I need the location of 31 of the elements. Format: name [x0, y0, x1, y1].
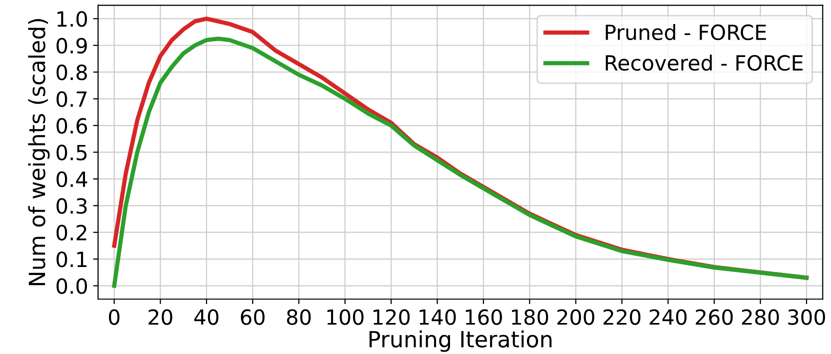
x-tick-label: 100 [327, 309, 364, 325]
y-tick-label: 0.0 [56, 278, 87, 294]
x-tick-label: 140 [420, 309, 456, 325]
x-tick-label: 60 [240, 309, 265, 325]
x-tick-label: 180 [512, 309, 548, 325]
y-tick-label: 1.0 [57, 11, 87, 27]
y-tick-label: 0.6 [56, 118, 88, 134]
x-tick-label: 200 [557, 309, 594, 325]
y-tick-label: 0.4 [56, 171, 88, 188]
x-tick-label: 260 [696, 309, 733, 325]
x-tick-label: 220 [604, 309, 640, 325]
x-tick-label: 120 [374, 309, 410, 325]
x-axis-title: Pruning Iteration [370, 330, 552, 352]
legend-label: Recovered - FORCE [606, 54, 803, 71]
y-tick-label: 0.3 [56, 198, 87, 214]
x-tick-label: 0 [108, 309, 120, 325]
x-tick-label: 300 [788, 309, 826, 325]
x-tick-label: 80 [286, 309, 311, 325]
y-tick-label: 0.7 [56, 91, 87, 108]
y-tick-label: 0.9 [56, 38, 87, 54]
x-tick-label: 280 [742, 309, 779, 325]
y-tick-label: 0.2 [56, 224, 86, 241]
y-axis-title: Num of weights (scaled) [28, 19, 50, 286]
y-tick-label: 0.8 [56, 64, 87, 80]
x-tick-label: 240 [650, 309, 687, 325]
x-tick-label: 40 [194, 309, 218, 325]
x-tick-label: 160 [466, 309, 502, 325]
legend-label: Pruned - FORCE [606, 24, 766, 40]
y-tick-label: 0.1 [56, 252, 86, 268]
y-tick-label: 0.5 [56, 144, 87, 160]
x-tick-label: 20 [148, 309, 172, 325]
